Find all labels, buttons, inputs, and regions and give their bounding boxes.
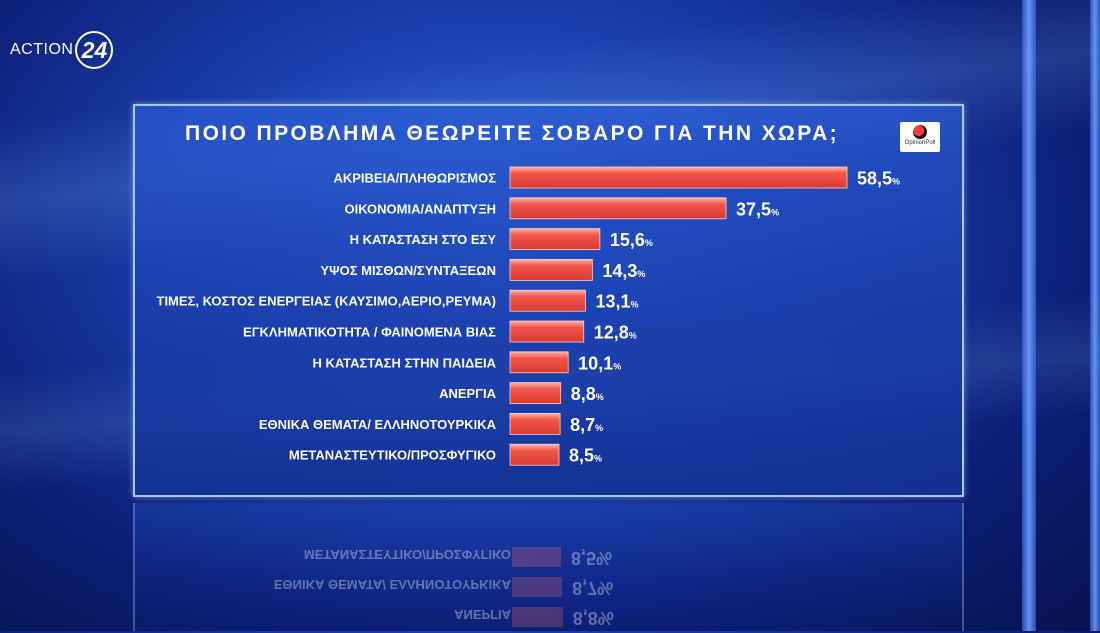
channel-logo: ACTION 24 xyxy=(10,31,114,69)
category-label: ΑΝΕΡΓΙΑ xyxy=(439,386,497,401)
category-label: ΟΙΚΟΝΟΜΙΑ/ΑΝΑΠΤΥΞΗ xyxy=(345,201,497,216)
bar xyxy=(509,412,561,435)
chart-title: ΠΟΙΟ ΠΡΟΒΛΗΜΑ ΘΕΩΡΕΙΤΕ ΣΟΒΑΡΟ ΓΙΑ ΤΗΝ ΧΩ… xyxy=(185,122,840,145)
value-label: 8,8% xyxy=(571,384,604,404)
bar xyxy=(509,351,569,374)
category-label: ΜΕΤΑΝΑΣΤΕΥΤΙΚΟ/ΠΡΟΣΦΥΓΙΚΟ xyxy=(289,448,496,463)
channel-logo-number: 24 xyxy=(75,31,114,69)
pollster-name: OpinionPoll xyxy=(904,140,936,146)
channel-logo-text: ACTION xyxy=(10,41,74,58)
bar xyxy=(509,166,848,189)
bar xyxy=(509,443,560,466)
bar xyxy=(509,258,593,281)
category-label: ΑΚΡΙΒΕΙΑ/ΠΛΗΘΩΡΙΣΜΟΣ xyxy=(333,171,496,186)
background-pillar xyxy=(1022,0,1036,631)
value-label: 10,1% xyxy=(578,353,621,373)
bar xyxy=(509,228,601,251)
category-label: ΕΓΚΛΗΜΑΤΙΚΟΤΗΤΑ / ΦΑΙΝΟΜΕΝΑ ΒΙΑΣ xyxy=(243,325,496,340)
category-label: Η ΚΑΤΑΣΤΑΣΗ ΣΤΗΝ ΠΑΙΔΕΙΑ xyxy=(312,355,496,370)
panel-reflection: ΜΕΤΑΝΑΣΤΕΥΤΙΚΟ/ΠΡΟΣΦΥΓΙΚΟ 8,5% ΕΘΝΙΚΑ ΘΕΜΑ… xyxy=(133,503,964,631)
pollster-dot-icon xyxy=(913,125,927,139)
pollster-logo: OpinionPoll xyxy=(900,122,940,152)
bar xyxy=(509,289,586,312)
value-label: 8,7% xyxy=(570,415,603,435)
value-label: 14,3% xyxy=(602,261,645,281)
value-label: 58,5% xyxy=(857,169,900,189)
background-pillar xyxy=(1090,0,1100,631)
value-label: 13,1% xyxy=(595,292,638,312)
category-label: Η ΚΑΤΑΣΤΑΣΗ ΣΤΟ ΕΣΥ xyxy=(350,232,497,247)
category-label: ΥΨΟΣ ΜΙΣΘΩΝ/ΣΥΝΤΑΞΕΩΝ xyxy=(320,263,496,278)
bar xyxy=(509,320,585,343)
bar xyxy=(509,382,562,405)
value-label: 37,5% xyxy=(736,199,779,219)
category-label: ΕΘΝΙΚΑ ΘΕΜΑΤΑ/ ΕΛΛΗΝΟΤΟΥΡΚΙΚΑ xyxy=(259,417,497,432)
value-label: 12,8% xyxy=(594,323,637,343)
category-label: ΤΙΜΕΣ, ΚΟΣΤΟΣ ΕΝΕΡΓΕΙΑΣ (ΚΑΥΣΙΜΟ,ΑΕΡΙΟ,Ρ… xyxy=(157,294,497,309)
value-label: 8,5% xyxy=(569,446,602,466)
bar xyxy=(509,197,727,220)
value-label: 15,6% xyxy=(610,230,653,250)
